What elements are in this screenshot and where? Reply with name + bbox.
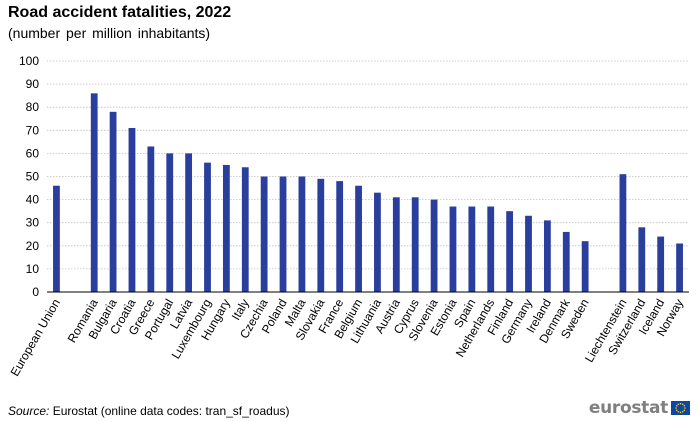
bar [638, 227, 645, 292]
bar [563, 232, 570, 292]
bar [204, 163, 211, 292]
y-tick-label: 50 [26, 170, 40, 184]
y-tick-label: 40 [26, 193, 40, 207]
bar [299, 177, 306, 293]
flag-star [676, 405, 678, 407]
bar [544, 220, 551, 292]
source-label: Source: [8, 404, 49, 418]
eurostat-logo: eurostat [589, 398, 690, 418]
bar-chart: 0 10 20 30 40 50 60 70 80 90 100 European Union Rom… [0, 0, 700, 400]
eurostat-logo-text: eurostat [589, 398, 668, 418]
bar [374, 193, 381, 292]
flag-star [684, 407, 686, 409]
flag-star [680, 412, 682, 414]
bar [317, 179, 324, 292]
y-tick-label: 10 [26, 262, 40, 276]
bar [280, 177, 287, 293]
bar [468, 207, 475, 292]
x-axis-ticks: European Union RomaniaBulgariaCroatiaGree… [8, 296, 687, 379]
y-tick-label: 100 [19, 54, 39, 68]
flag-star [684, 405, 686, 407]
bar [657, 237, 664, 292]
x-tick-label: European Union [8, 297, 63, 379]
eu-flag-icon [671, 401, 690, 415]
bar [582, 241, 589, 292]
bar [506, 211, 513, 292]
flag-star [684, 409, 686, 411]
flag-star [675, 407, 677, 409]
bar [355, 186, 362, 292]
bar [110, 112, 117, 292]
flag-star [682, 411, 684, 413]
y-tick-label: 90 [26, 77, 40, 91]
bar [336, 181, 343, 292]
bar [242, 167, 249, 292]
bar [166, 153, 173, 292]
bar [487, 207, 494, 292]
grid-lines [47, 61, 689, 269]
y-tick-label: 0 [32, 285, 39, 299]
bar [620, 174, 627, 292]
bar [525, 216, 532, 292]
y-tick-label: 20 [26, 239, 40, 253]
y-axis-ticks: 0 10 20 30 40 50 60 70 80 90 100 [19, 54, 39, 299]
bar [261, 177, 268, 293]
flag-star [680, 403, 682, 405]
bar [53, 186, 60, 292]
bar [91, 93, 98, 292]
y-tick-label: 80 [26, 100, 40, 114]
flag-star [682, 403, 684, 405]
bar [676, 243, 683, 292]
bar [185, 153, 192, 292]
bar [147, 146, 154, 292]
bar [393, 197, 400, 292]
bar [450, 207, 457, 292]
bars [53, 93, 683, 292]
y-tick-label: 70 [26, 123, 40, 137]
bar [412, 197, 419, 292]
bar [431, 200, 438, 292]
source-text: Eurostat (online data codes: tran_sf_roa… [49, 404, 289, 418]
flag-star [676, 409, 678, 411]
y-tick-label: 60 [26, 146, 40, 160]
flag-star [678, 403, 680, 405]
bar [223, 165, 230, 292]
source-note: Source: Eurostat (online data codes: tra… [8, 404, 290, 418]
flag-star [678, 411, 680, 413]
y-tick-label: 30 [26, 216, 40, 230]
bar [129, 128, 136, 292]
